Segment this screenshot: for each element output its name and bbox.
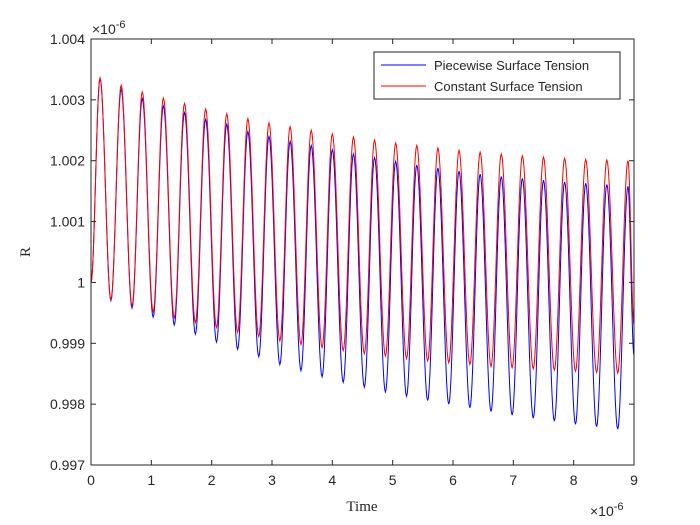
x-tick-label: 6 (449, 472, 457, 488)
series-layer (90, 76, 635, 430)
x-multiplier-label: ×10-6 (590, 501, 624, 519)
x-axis-label: Time (346, 499, 377, 515)
plot-area (91, 39, 634, 465)
legend-box (373, 51, 621, 100)
x-tick-label: 1 (147, 472, 155, 488)
x-tick-label: 5 (389, 472, 397, 488)
legend: Piecewise Surface Tension Constant Surfa… (373, 51, 621, 100)
legend-label-piecewise: Piecewise Surface Tension (434, 58, 589, 73)
y-axis-label: R (18, 247, 34, 257)
x-tick-label: 4 (328, 472, 336, 488)
y-tick-label: 1.003 (50, 92, 85, 108)
axes-box (90, 38, 635, 466)
y-multiplier-label: ×10-6 (92, 19, 126, 37)
y-tick-label: 0.998 (50, 396, 85, 412)
x-tick-label: 3 (268, 472, 276, 488)
y-tick-layer: 0.997 0.998 0.999 1 1.001 1.002 1.003 1.004 (50, 31, 634, 473)
series-line-constant (90, 76, 635, 375)
x-tick-label: 7 (509, 472, 517, 488)
y-tick-label: 1.001 (50, 214, 85, 230)
y-tick-label: 0.997 (50, 457, 85, 473)
x-tick-label: 2 (208, 472, 216, 488)
x-tick-label: 8 (570, 472, 578, 488)
y-tick-label: 1 (77, 274, 85, 290)
y-tick-label: 1.004 (50, 31, 85, 47)
x-tick-label: 0 (87, 472, 95, 488)
y-tick-label: 0.999 (50, 335, 85, 351)
x-tick-label: 9 (630, 472, 638, 488)
x-tick-layer: 0 1 2 3 4 5 6 7 8 9 (87, 39, 638, 488)
legend-label-constant: Constant Surface Tension (434, 79, 583, 94)
y-tick-label: 1.002 (50, 153, 85, 169)
